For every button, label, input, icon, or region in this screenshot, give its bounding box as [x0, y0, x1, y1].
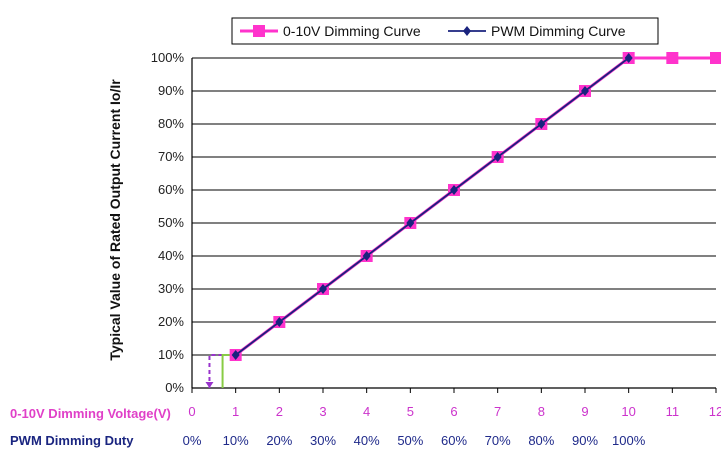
duty-tick-label: 20% — [266, 433, 292, 448]
legend: 0-10V Dimming Curve PWM Dimming Curve — [231, 17, 659, 45]
x-tick-label: 12 — [709, 404, 721, 419]
duty-tick-labels: 0% 10% 20% 30% 40% 50% 60% 70% 80% 90% 100% — [183, 433, 646, 448]
x-tick-label: 10 — [621, 404, 635, 419]
x-tick-label: 0 — [188, 404, 195, 419]
legend-box — [231, 17, 659, 45]
legend-marker-pwm — [463, 26, 471, 36]
series-line-voltage — [234, 56, 716, 357]
y-tick-label: 40% — [158, 248, 184, 263]
duty-tick-label: 80% — [528, 433, 554, 448]
x-axis-label-duty: PWM Dimming Duty — [10, 433, 134, 448]
data-point-pwm — [362, 251, 371, 261]
x-tick-label: 9 — [581, 404, 588, 419]
y-tick-label: 30% — [158, 281, 184, 296]
data-point-pwm — [450, 185, 458, 195]
duty-tick-label: 30% — [310, 433, 336, 448]
y-tick-labels: 0% 10% 20% 30% 40% 50% 60% 70% 80% 90% 100% — [151, 50, 185, 395]
duty-tick-label: 90% — [572, 433, 598, 448]
y-tick-label: 50% — [158, 215, 184, 230]
duty-tick-label: 40% — [354, 433, 380, 448]
data-point-pwm — [581, 86, 589, 96]
x-tick-label: 1 — [232, 404, 239, 419]
legend-label-voltage: 0-10V Dimming Curve — [283, 23, 421, 39]
data-point-voltage — [666, 52, 679, 64]
x-tick-label: 4 — [363, 404, 370, 419]
x-tick-label: 7 — [494, 404, 501, 419]
x-tick-label: 11 — [666, 404, 680, 419]
x-tick-label: 2 — [276, 404, 283, 419]
y-tick-label: 60% — [158, 182, 184, 197]
y-tick-label: 70% — [158, 149, 184, 164]
duty-tick-label: 70% — [485, 433, 511, 448]
legend-label-pwm: PWM Dimming Curve — [491, 23, 626, 39]
data-point-pwm — [624, 53, 633, 63]
data-point-voltage — [710, 52, 721, 64]
gridlines — [192, 57, 716, 389]
x-tick-label: 8 — [538, 404, 545, 419]
data-point-pwm — [406, 218, 415, 228]
series-line-pwm — [235, 57, 630, 356]
duty-tick-label: 100% — [612, 433, 646, 448]
x-tick-label: 5 — [407, 404, 414, 419]
data-point-pwm — [275, 317, 284, 327]
series-group — [229, 52, 721, 361]
x-tick-label: 6 — [450, 404, 457, 419]
y-tick-label: 90% — [158, 83, 184, 98]
legend-marker-voltage — [253, 25, 265, 37]
data-point-pwm — [493, 152, 502, 162]
data-point-pwm — [231, 350, 240, 360]
duty-tick-label: 0% — [183, 433, 202, 448]
y-tick-label: 100% — [151, 50, 185, 65]
duty-tick-label: 50% — [397, 433, 423, 448]
data-point-pwm — [319, 284, 327, 294]
duty-tick-label: 60% — [441, 433, 467, 448]
threshold-arrow — [205, 382, 214, 388]
y-tick-label: 80% — [158, 116, 184, 131]
y-tick-label: 0% — [165, 380, 184, 395]
y-tick-label: 10% — [158, 347, 184, 362]
duty-tick-label: 10% — [223, 433, 249, 448]
y-axis-label: Typical Value of Rated Output Current Io… — [107, 79, 123, 361]
y-tick-label: 20% — [158, 314, 184, 329]
x-tick-label: 3 — [319, 404, 326, 419]
x-axis-label-voltage: 0-10V Dimming Voltage(V) — [10, 406, 171, 421]
data-point-pwm — [537, 119, 546, 129]
axes — [191, 58, 717, 393]
x-tick-labels: 0 1 2 3 4 5 6 7 8 9 10 11 12 — [188, 404, 721, 419]
